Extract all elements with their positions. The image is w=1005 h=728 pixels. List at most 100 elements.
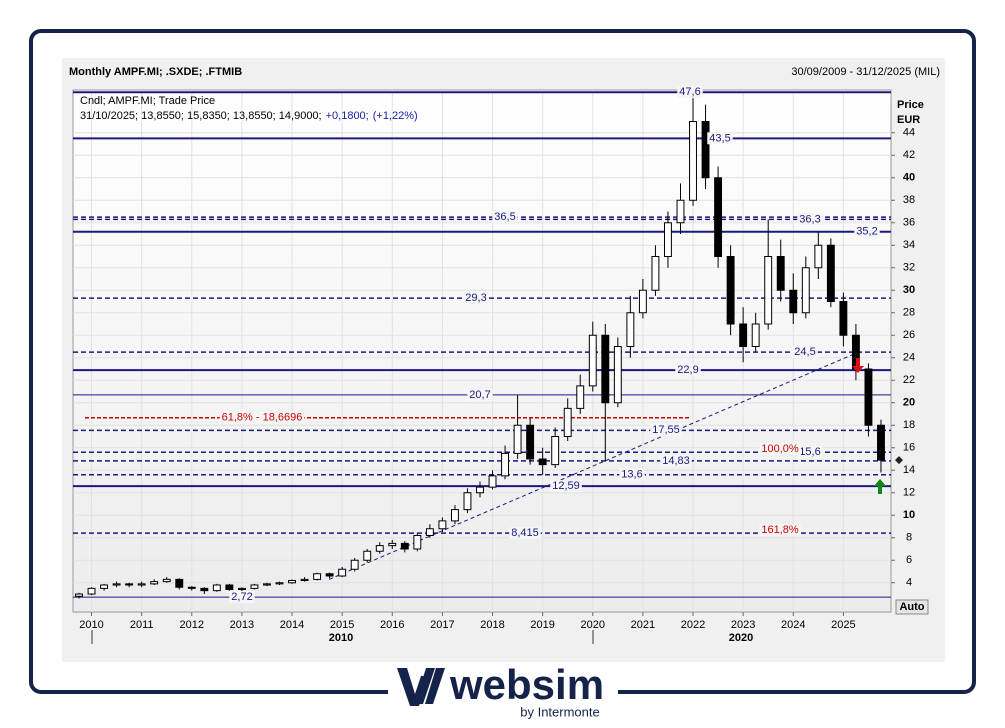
logo-mark [397,668,445,706]
candle-body [801,267,810,314]
x-tick-label: 2023 [731,619,755,631]
candle-body [839,301,848,336]
candle-body [651,256,660,291]
level-label: 47,6 [679,86,700,98]
level-label: 12,59 [552,480,580,492]
logo-text: websim [449,661,604,708]
label-bg [619,468,645,481]
candle-body [425,528,434,536]
plot-area [72,89,892,613]
x-tick-label: 2014 [280,619,304,631]
era-label: 2020 [729,632,753,644]
candle-body [237,587,246,590]
label-bg [707,132,733,145]
chart-title: Monthly AMPF.MI; .SXDE; .FTMIB [69,66,242,78]
x-tick-label: 2021 [631,619,655,631]
level-label: 13,6 [621,469,642,481]
candle-body [601,334,610,404]
candle-body [388,542,397,547]
candle-body [375,545,384,552]
label-bg [797,213,823,226]
logo-tagline: by Intermonte [520,704,600,719]
y-tick-label: 42 [903,149,915,161]
last-price-marker [895,456,903,465]
candle-body [100,584,109,589]
x-tick-label: 2024 [781,619,805,631]
candle-body [714,177,723,257]
y-tick-label: 20 [903,397,915,409]
y-tick-label: 44 [903,127,915,139]
sell-arrow [852,358,864,373]
y-tick-label: 36 [903,217,915,229]
y-tick-label: 40 [903,172,915,184]
candle-body [200,587,209,592]
x-tick-label: 2012 [180,619,204,631]
candle-body [701,121,710,179]
y-tick-label: 18 [903,419,915,431]
scale-button-label[interactable]: Auto [899,601,924,613]
y-tick-label: 32 [903,262,915,274]
label-bg [792,346,818,359]
y-tick-label: 34 [903,239,915,251]
level-tag: 161,8% [761,524,799,536]
y-tick-label: 14 [903,464,915,476]
candle-body [751,323,760,347]
label-bg [492,211,518,224]
y-tick-label: 24 [903,352,915,364]
candle-body [288,580,296,584]
level-label: 8,415 [511,527,539,539]
label-bg [759,443,801,456]
candle-body [463,492,472,511]
label-bg [797,446,823,459]
label-bg [854,225,880,238]
scale-button[interactable] [895,599,929,615]
y-tick-label: 22 [903,374,915,386]
label-bg [660,454,692,467]
y-tick-label: 28 [903,307,915,319]
y-tick-label: 30 [903,284,915,296]
x-tick-label: 2022 [681,619,705,631]
level-label: 24,5 [794,346,815,358]
candle-body [538,458,547,466]
candle-body [739,323,748,347]
level-label: 20,7 [469,389,490,401]
candle-body [413,535,422,550]
legend-line: Cndl; AMPF.MI; Trade Price [80,95,215,107]
trendline [328,351,859,580]
candle-body [338,568,347,577]
level-label: 35,2 [856,226,877,238]
candle-body [450,509,459,522]
candle-body [877,424,885,461]
y-tick-label: 12 [903,487,915,499]
candle-body [150,581,159,585]
x-tick-label: 2018 [480,619,504,631]
candle-body [363,550,372,561]
level-tag: 100,0% [761,443,799,455]
y-tick-label: 8 [906,532,912,544]
candle-body [626,312,635,347]
candle-body [776,256,785,291]
candle-body [638,289,647,314]
x-tick-label: 2020 [581,619,605,631]
x-tick-label: 2019 [530,619,554,631]
candle-body [75,593,83,597]
level-label: 2,72 [231,591,252,603]
candle-body [112,583,121,586]
label-bg [229,591,255,604]
level-label: 15,6 [799,446,820,458]
x-tick-label: 2015 [330,619,354,631]
label-bg [219,411,305,424]
level-label: 36,5 [494,211,515,223]
candle-body [476,486,484,494]
candle-body [87,587,96,595]
y-tick-label: 4 [906,577,912,589]
candle-body [764,256,773,325]
y-tick-label: 10 [903,509,915,521]
level-label: 17,55 [652,424,680,436]
candle-body [325,573,334,577]
candle-body [162,578,171,583]
chart-subtitle: 30/09/2009 - 31/12/2025 (MIL) [791,66,940,78]
y-tick-label: 38 [903,194,915,206]
label-bg [650,424,682,437]
level-label: 61,8% - 18,6696 [222,412,303,424]
